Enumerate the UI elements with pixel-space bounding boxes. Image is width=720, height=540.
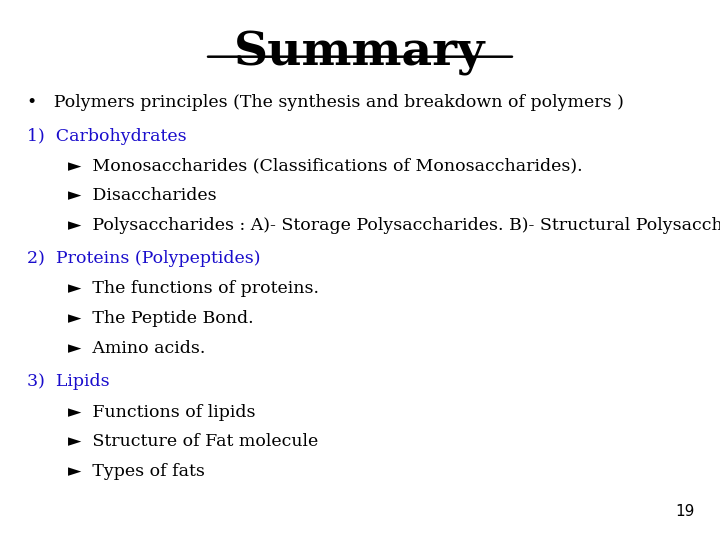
Text: •   Polymers principles (The synthesis and breakdown of polymers ): • Polymers principles (The synthesis and… xyxy=(27,94,624,111)
Text: 3)  Lipids: 3) Lipids xyxy=(27,373,110,390)
Text: ►  The functions of proteins.: ► The functions of proteins. xyxy=(68,280,320,298)
Text: 1)  Carbohydrates: 1) Carbohydrates xyxy=(27,127,187,145)
Text: ►  Amino acids.: ► Amino acids. xyxy=(68,340,206,357)
Text: ►  Structure of Fat molecule: ► Structure of Fat molecule xyxy=(68,433,319,450)
Text: ►  Disaccharides: ► Disaccharides xyxy=(68,187,217,204)
Text: 19: 19 xyxy=(675,504,695,519)
Text: ►  The Peptide Bond.: ► The Peptide Bond. xyxy=(68,310,254,327)
Text: ►  Functions of lipids: ► Functions of lipids xyxy=(68,403,256,421)
Text: Summary: Summary xyxy=(234,30,486,76)
Text: ►  Polysaccharides : A)- Storage Polysaccharides. B)- Structural Polysaccharides: ► Polysaccharides : A)- Storage Polysacc… xyxy=(68,217,720,234)
Text: ►  Types of fats: ► Types of fats xyxy=(68,463,205,480)
Text: ►  Monosaccharides (Classifications of Monosaccharides).: ► Monosaccharides (Classifications of Mo… xyxy=(68,157,583,174)
Text: 2)  Proteins (Polypeptides): 2) Proteins (Polypeptides) xyxy=(27,250,261,267)
